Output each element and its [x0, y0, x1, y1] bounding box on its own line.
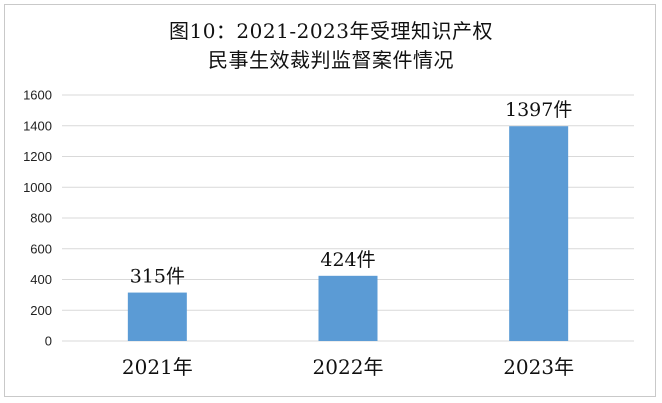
data-label: 424件 [320, 249, 375, 271]
y-tick-label: 1400 [23, 118, 52, 133]
data-label: 315件 [130, 266, 185, 288]
x-tick-label: 2022年 [313, 355, 384, 379]
bar [127, 292, 187, 341]
y-tick-label: 1600 [23, 88, 52, 103]
bar [509, 126, 569, 342]
chart-title-line-1: 图10：2021-2023年受理知识产权 [168, 19, 493, 43]
x-tick-label: 2023年 [503, 355, 574, 379]
y-tick-label: 800 [30, 211, 52, 226]
y-tick-label: 600 [30, 241, 52, 256]
y-tick-label: 200 [30, 303, 52, 318]
data-label: 1397件 [505, 99, 572, 121]
y-tick-label: 1000 [23, 180, 52, 195]
chart-title-line-2: 民事生效裁判监督案件情况 [208, 48, 454, 72]
y-tick-label: 1200 [23, 149, 52, 164]
y-tick-label: 400 [30, 272, 52, 287]
x-tick-label: 2021年 [122, 355, 193, 379]
bar [318, 275, 378, 341]
y-tick-label: 0 [45, 334, 52, 349]
